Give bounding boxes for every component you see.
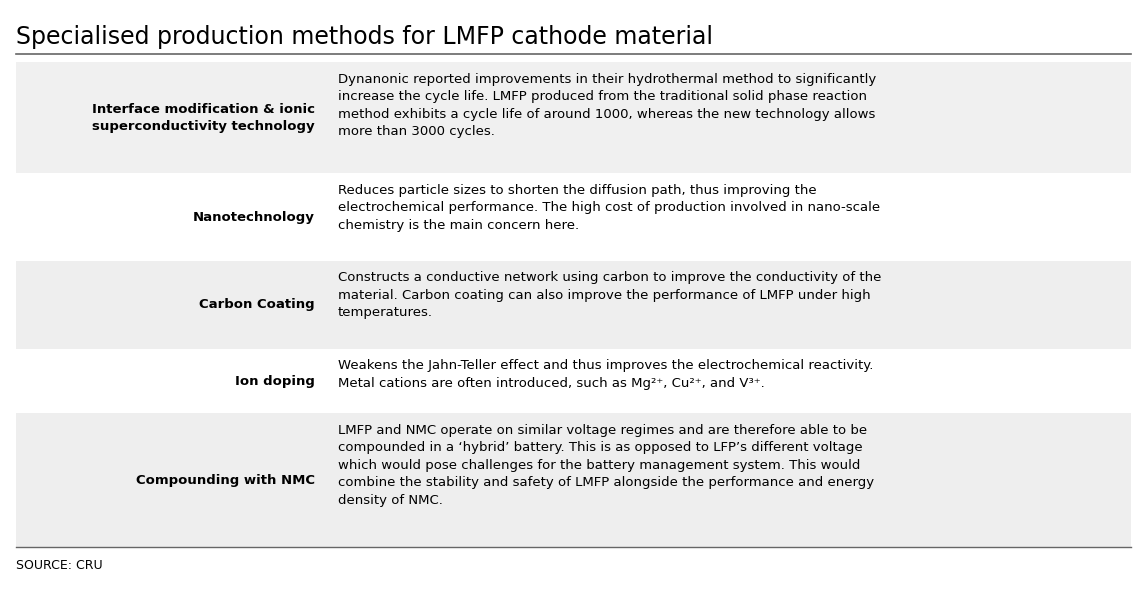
Text: Weakens the Jahn-Teller effect and thus improves the electrochemical reactivity.: Weakens the Jahn-Teller effect and thus …: [338, 359, 873, 389]
Bar: [16, 349, 1131, 413]
Text: Ion doping: Ion doping: [235, 375, 315, 388]
Bar: [16, 173, 1131, 261]
Bar: [16, 413, 1131, 547]
Text: Compounding with NMC: Compounding with NMC: [136, 474, 315, 487]
Text: Carbon Coating: Carbon Coating: [200, 298, 315, 311]
Text: LMFP and NMC operate on similar voltage regimes and are therefore able to be
com: LMFP and NMC operate on similar voltage …: [338, 424, 874, 507]
Text: Interface modification & ionic
superconductivity technology: Interface modification & ionic supercond…: [92, 103, 315, 133]
Text: SOURCE: CRU: SOURCE: CRU: [16, 559, 102, 572]
Bar: [16, 63, 1131, 173]
Text: Nanotechnology: Nanotechnology: [193, 210, 315, 223]
Text: Specialised production methods for LMFP cathode material: Specialised production methods for LMFP …: [16, 25, 712, 48]
Bar: [16, 261, 1131, 349]
Text: Reduces particle sizes to shorten the diffusion path, thus improving the
electro: Reduces particle sizes to shorten the di…: [338, 184, 880, 232]
Text: Dynanonic reported improvements in their hydrothermal method to significantly
in: Dynanonic reported improvements in their…: [338, 73, 876, 138]
Text: Constructs a conductive network using carbon to improve the conductivity of the
: Constructs a conductive network using ca…: [338, 271, 881, 320]
